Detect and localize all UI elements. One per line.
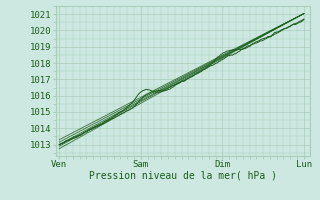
X-axis label: Pression niveau de la mer( hPa ): Pression niveau de la mer( hPa ): [89, 171, 277, 181]
